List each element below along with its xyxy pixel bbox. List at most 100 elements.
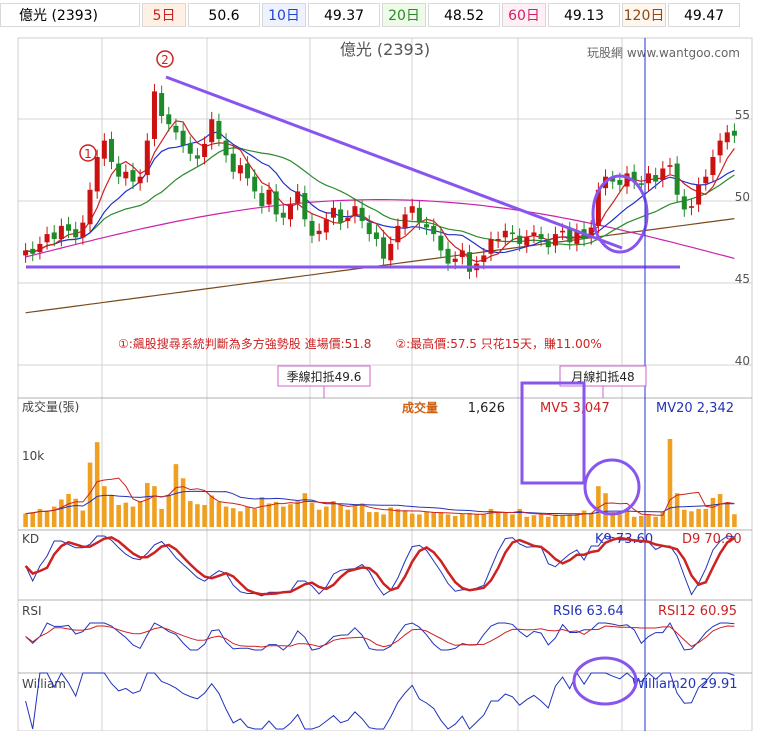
volume-bar [409,513,415,527]
william-lines [25,671,735,730]
volume-bar [288,504,293,527]
william-line [25,671,735,730]
volume-bar [309,502,315,527]
volume-bar [717,494,723,527]
candle [373,225,379,247]
candle [338,202,344,230]
candle-body [653,175,659,182]
volume-bar [159,508,164,527]
candle [631,164,637,189]
candle-body [674,163,680,195]
candle-body [302,193,308,220]
volume-bar [553,514,558,527]
trendline-down [165,75,623,250]
candle [209,111,215,150]
candle [624,166,630,194]
volume-bar [324,506,329,527]
annotation-shapes [26,38,680,731]
volume-bar [510,514,515,527]
volume-bar [374,512,379,527]
volume-bar [80,510,86,527]
candle-body [309,220,315,236]
volume-bar [359,503,365,527]
candle-body [366,222,372,235]
candle-body [323,219,329,233]
volume-bar [660,512,666,527]
chart-frame [17,37,753,731]
ma20-line [25,147,735,253]
candle-body [202,143,208,157]
volume-bar [524,516,530,527]
candle [94,149,100,199]
candle-body [402,214,408,228]
candle [409,198,415,221]
volume-bar [631,516,637,527]
candle-body [424,224,430,228]
stock-name: 億光 (2393) [0,3,140,27]
ma10-value: 49.37 [308,3,380,27]
volume-bar [130,506,136,527]
candle [252,169,258,199]
volume-bar [230,508,236,527]
candle-body [416,207,422,223]
candle-body [552,234,558,246]
candle [416,200,422,230]
volume-bar [545,516,551,527]
volume-bar [273,501,279,527]
candle [660,161,666,188]
volume-bar [381,514,386,527]
candle-body [481,255,487,262]
candle [531,225,537,244]
volume-bar [266,503,272,527]
ytick-50: 50 [735,190,750,204]
volume-bar [531,515,537,527]
candle-body [345,217,351,221]
candle-body [466,252,473,272]
breakout-circle [591,174,649,254]
candle-body [731,130,737,136]
candle-body [101,140,107,159]
rsi-title: RSI [22,604,42,618]
volume-bar [395,508,401,527]
ma5-line [25,120,735,263]
candle [302,185,308,227]
mv5-legend: MV5 3,047 [540,401,610,416]
volume-bar [424,511,429,527]
volume-bar [116,505,121,527]
candle [323,211,329,240]
candle-body [130,170,136,182]
candle [509,225,515,242]
volume-bar [37,508,43,527]
candle-body [287,204,294,220]
volume-bar [517,508,522,527]
candle [688,198,694,216]
candle-body [352,206,358,217]
mv20-legend: MV20 2,342 [656,401,734,416]
ytick-55: 55 [735,108,750,122]
candle [151,84,157,147]
candle-body [381,237,387,259]
volume-bar [352,505,358,527]
candle-body [230,153,236,172]
candle-body [538,234,544,239]
volume-ma-lines [25,477,735,517]
candle [359,200,365,229]
ma5-value: 50.6 [188,3,260,27]
candle-body [187,143,193,154]
ma-summary-bar: 億光 (2393) 5日 50.6 10日 49.37 20日 48.52 60… [0,0,772,30]
candle [144,133,150,183]
candle-body [37,243,43,253]
candle-body [330,207,336,218]
ytick-40: 40 [735,354,750,368]
candle [130,162,136,189]
watermark: 玩股網 www.wantgoo.com [587,46,740,60]
volume-bar [581,510,587,527]
volume-bar [452,516,458,527]
candle [459,243,465,265]
volume-bar [417,514,422,527]
volume-bar [316,509,322,527]
candle-body [631,171,637,182]
volume-bar [495,512,501,527]
volume-bar [59,499,64,527]
candle [273,184,279,222]
